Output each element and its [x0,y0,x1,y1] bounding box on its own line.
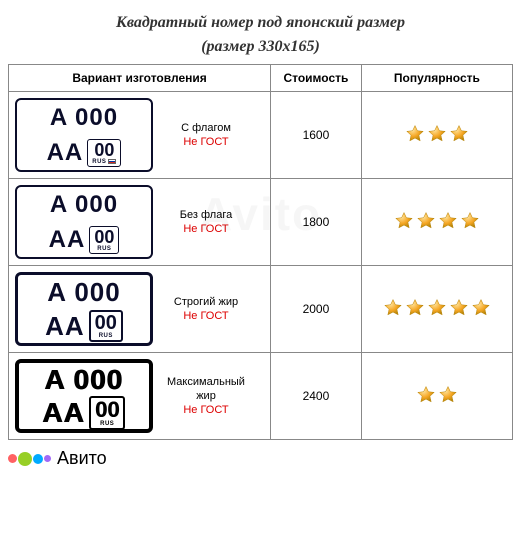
cell-variant: A 000AA00RUSБез флагаНе ГОСТ [9,179,271,266]
star-icon [416,385,436,405]
plate-top: A 000 [17,187,151,222]
page-title-line1: Квадратный номер под японский размер [8,14,513,32]
plate-top: A 000 [17,100,151,135]
table-row: A 000AA00RUSСтрогий жирНе ГОСТ2000 [9,266,513,353]
star-icon [471,298,491,318]
table-row: A 000AA00RUSМаксимальныйжирНе ГОСТ2400 [9,353,513,440]
star-icon [405,298,425,318]
star-icon [416,211,436,231]
stars [394,211,480,231]
plate-region-box: 00RUS [89,396,125,430]
cell-cost: 2000 [271,266,362,353]
cell-cost: 1800 [271,179,362,266]
plate-series: AA [47,139,84,167]
cell-variant: A 000AA00RUSСтрогий жирНе ГОСТ [9,266,271,353]
variant-name: Строгий жир [161,295,251,309]
plate-top: A 000 [19,363,149,396]
variant-label: Строгий жирНе ГОСТ [161,295,251,324]
plate-preview: A 000AA00RUS [15,185,153,259]
plate-series: AA [49,226,86,254]
plate-series: AA [45,311,85,342]
variant-label: Без флагаНе ГОСТ [161,208,251,237]
star-icon [438,211,458,231]
variant-label: МаксимальныйжирНе ГОСТ [161,375,251,418]
avito-dot-icon [18,452,32,466]
avito-text: Авито [57,448,107,469]
gost-label: Не ГОСТ [161,403,251,417]
star-icon [449,124,469,144]
flag-icon [108,159,116,164]
cell-popularity [361,266,512,353]
cell-variant: A 000AA00RUSС флагомНе ГОСТ [9,92,271,179]
header-popularity: Популярность [361,65,512,92]
header-cost: Стоимость [271,65,362,92]
plate-region: 00 [95,313,117,333]
star-icon [427,298,447,318]
variant-name: С флагом [161,121,251,135]
table-row: A 000AA00RUSС флагомНе ГОСТ1600 [9,92,513,179]
star-icon [427,124,447,144]
plate-region: 00 [95,399,119,421]
variant-name: Без флага [161,208,251,222]
stars [405,124,469,144]
cell-variant: A 000AA00RUSМаксимальныйжирНе ГОСТ [9,353,271,440]
variant-label: С флагомНе ГОСТ [161,121,251,150]
star-icon [405,124,425,144]
plate-preview: A 000AA00RUS [15,98,153,172]
plate-region-box: 00RUS [89,226,119,254]
pricing-table: Вариант изготовления Стоимость Популярно… [8,64,513,440]
cell-cost: 2400 [271,353,362,440]
avito-dot-icon [44,455,51,462]
avito-logo-icon [8,452,51,466]
star-icon [394,211,414,231]
avito-brand: Авито [8,448,513,469]
plate-series: AA [43,397,85,429]
star-icon [460,211,480,231]
avito-dot-icon [33,454,43,464]
star-icon [383,298,403,318]
gost-label: Не ГОСТ [161,135,251,149]
plate-preview: A 000AA00RUS [15,272,153,346]
gost-label: Не ГОСТ [161,222,251,236]
header-variant: Вариант изготовления [9,65,271,92]
plate-rus: RUS [99,333,113,339]
plate-rus: RUS [97,246,111,252]
plate-region: 00 [94,228,114,246]
cell-popularity [361,179,512,266]
table-row: A 000AA00RUSБез флагаНе ГОСТ1800 [9,179,513,266]
cell-popularity [361,353,512,440]
plate-rus: RUS [92,159,106,165]
cell-cost: 1600 [271,92,362,179]
star-icon [449,298,469,318]
plate-region-box: 00RUS [89,310,123,342]
plate-preview: A 000AA00RUS [15,359,153,433]
stars [416,385,458,405]
plate-rus: RUS [100,421,114,427]
variant-name: Максимальныйжир [161,375,251,404]
plate-top: A 000 [18,275,150,309]
page-title-line2: (размер 330x165) [8,38,513,56]
stars [383,298,491,318]
plate-region: 00 [94,141,114,159]
star-icon [438,385,458,405]
avito-dot-icon [8,454,17,463]
gost-label: Не ГОСТ [161,309,251,323]
plate-region-box: 00RUS [87,139,121,167]
cell-popularity [361,92,512,179]
